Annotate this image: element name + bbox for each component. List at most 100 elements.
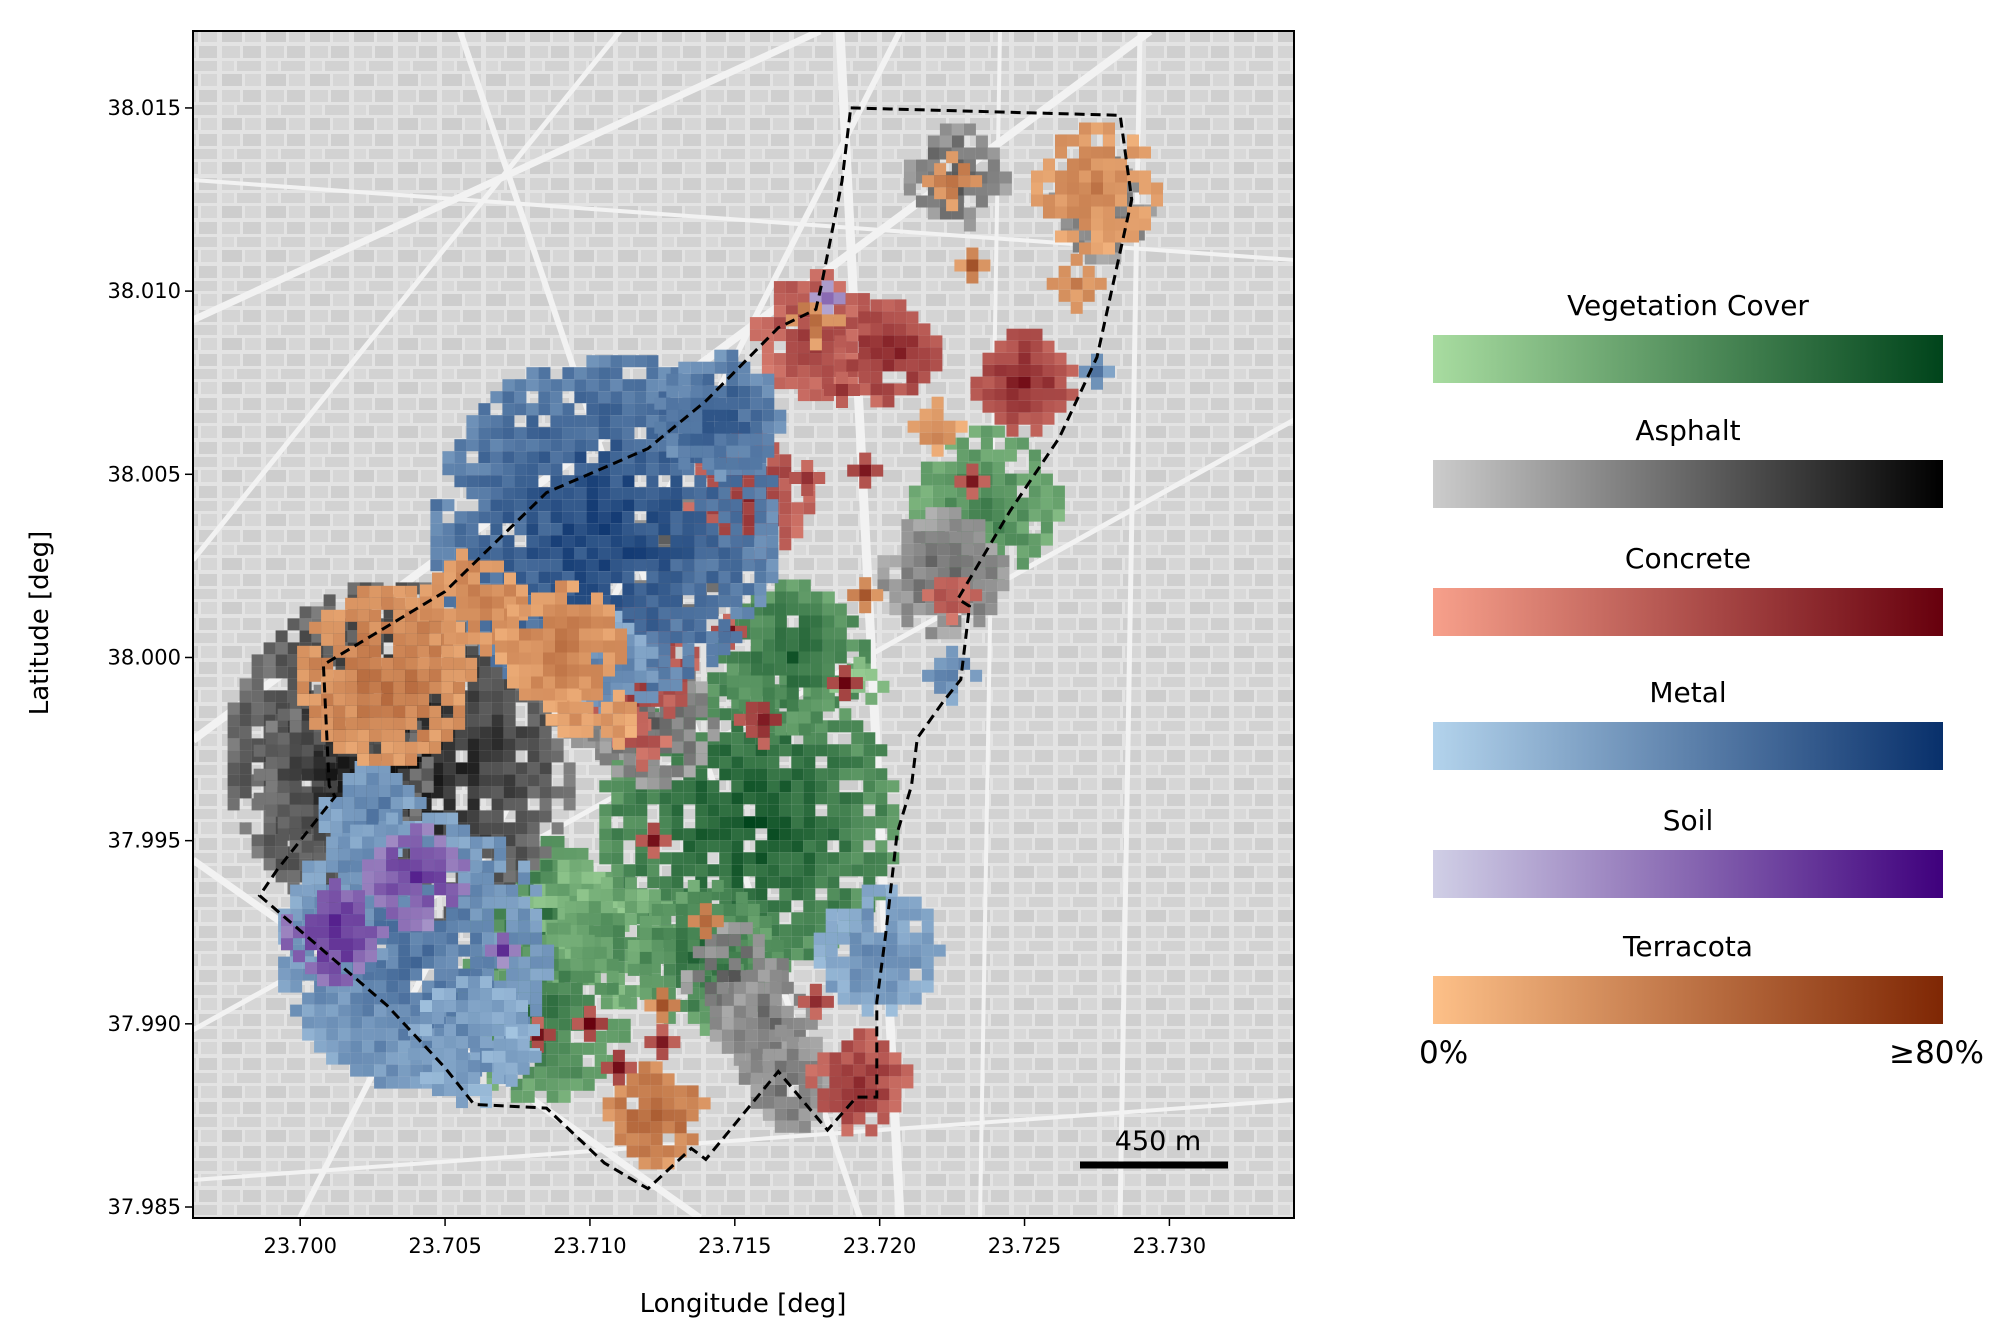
material-pixel: [650, 1145, 663, 1158]
material-pixel: [973, 519, 986, 532]
material-pixel: [362, 980, 375, 993]
material-pixel: [767, 864, 780, 877]
material-pixel: [567, 676, 579, 689]
material-pixel: [646, 631, 659, 644]
material-pixel: [803, 852, 816, 865]
material-pixel: [897, 920, 910, 933]
material-pixel: [466, 415, 479, 428]
material-pixel: [825, 920, 838, 933]
material-pixel: [622, 670, 635, 683]
material-pixel: [909, 944, 922, 957]
material-pixel: [897, 944, 910, 957]
material-pixel: [798, 639, 811, 652]
material-pixel: [514, 403, 527, 416]
material-pixel: [305, 914, 317, 927]
material-pixel: [454, 451, 467, 464]
material-pixel: [357, 645, 370, 658]
material-pixel: [743, 828, 756, 841]
material-pixel: [526, 451, 539, 464]
material-pixel: [612, 737, 625, 750]
material-pixel: [386, 847, 399, 860]
material-pixel: [861, 884, 874, 897]
material-pixel: [444, 1072, 456, 1085]
material-pixel: [526, 535, 539, 548]
material-pixel: [470, 932, 483, 945]
material-pixel: [600, 925, 613, 938]
material-pixel: [805, 1064, 818, 1077]
material-pixel: [405, 597, 418, 610]
material-pixel: [429, 705, 442, 718]
material-pixel: [1004, 533, 1017, 546]
material-pixel: [326, 848, 339, 861]
material-pixel: [350, 872, 363, 885]
material-pixel: [750, 373, 763, 386]
material-pixel: [622, 535, 635, 548]
legend-min-label: 0%: [1419, 1035, 1468, 1071]
material-pixel: [825, 980, 838, 993]
material-pixel: [651, 939, 664, 952]
material-pixel: [502, 547, 515, 560]
material-pixel: [839, 804, 852, 817]
material-pixel: [839, 816, 852, 829]
material-pixel: [678, 433, 691, 446]
material-pixel: [635, 834, 648, 847]
material-pixel: [785, 293, 798, 306]
material-pixel: [680, 970, 693, 983]
material-pixel: [773, 305, 786, 318]
material-pixel: [845, 341, 858, 354]
material-pixel: [341, 914, 353, 927]
material-pixel: [634, 403, 647, 416]
material-pixel: [374, 1016, 387, 1029]
material-pixel: [1016, 521, 1029, 534]
material-pixel: [515, 822, 528, 835]
material-pixel: [750, 397, 763, 410]
map-plot[interactable]: 450 m: [192, 30, 1295, 1219]
material-pixel: [432, 1048, 444, 1061]
material-pixel: [1054, 388, 1067, 401]
material-pixel: [754, 499, 767, 512]
material-pixel: [803, 864, 816, 877]
material-pixel: [479, 762, 492, 775]
material-pixel: [362, 871, 375, 884]
material-pixel: [374, 1064, 387, 1077]
material-pixel: [340, 960, 353, 973]
legend-item-terracota: Terracota: [1433, 930, 1943, 1024]
material-pixel: [531, 604, 543, 617]
material-pixel: [909, 980, 922, 993]
material-pixel: [687, 999, 700, 1012]
material-pixel: [514, 439, 527, 452]
material-pixel: [762, 639, 775, 652]
material-pixel: [666, 385, 679, 398]
material-pixel: [970, 589, 983, 602]
material-pixel: [817, 1064, 830, 1077]
material-pixel: [707, 744, 720, 757]
material-pixel: [507, 628, 519, 641]
material-pixel: [825, 932, 838, 945]
material-pixel: [829, 1088, 842, 1101]
material-pixel: [543, 640, 555, 653]
material-pixel: [875, 852, 888, 865]
material-pixel: [1004, 449, 1017, 462]
material-pixel: [478, 535, 491, 548]
material-pixel: [894, 335, 907, 348]
material-pixel: [865, 668, 878, 681]
material-pixel: [709, 1017, 722, 1030]
material-pixel: [658, 679, 671, 692]
material-pixel: [398, 980, 411, 993]
material-pixel: [670, 547, 683, 560]
material-pixel: [622, 475, 635, 488]
material-pixel: [491, 822, 504, 835]
material-pixel: [932, 461, 945, 474]
material-pixel: [634, 658, 647, 671]
material-pixel: [574, 463, 587, 476]
material-pixel: [467, 786, 480, 799]
material-pixel: [839, 720, 852, 733]
material-pixel: [490, 463, 503, 476]
material-pixel: [610, 595, 623, 608]
material-pixel: [275, 846, 288, 859]
material-pixel: [730, 523, 743, 536]
material-pixel: [330, 821, 343, 833]
material-pixel: [946, 589, 959, 602]
material-pixel: [377, 926, 389, 939]
material-pixel: [1070, 301, 1083, 314]
